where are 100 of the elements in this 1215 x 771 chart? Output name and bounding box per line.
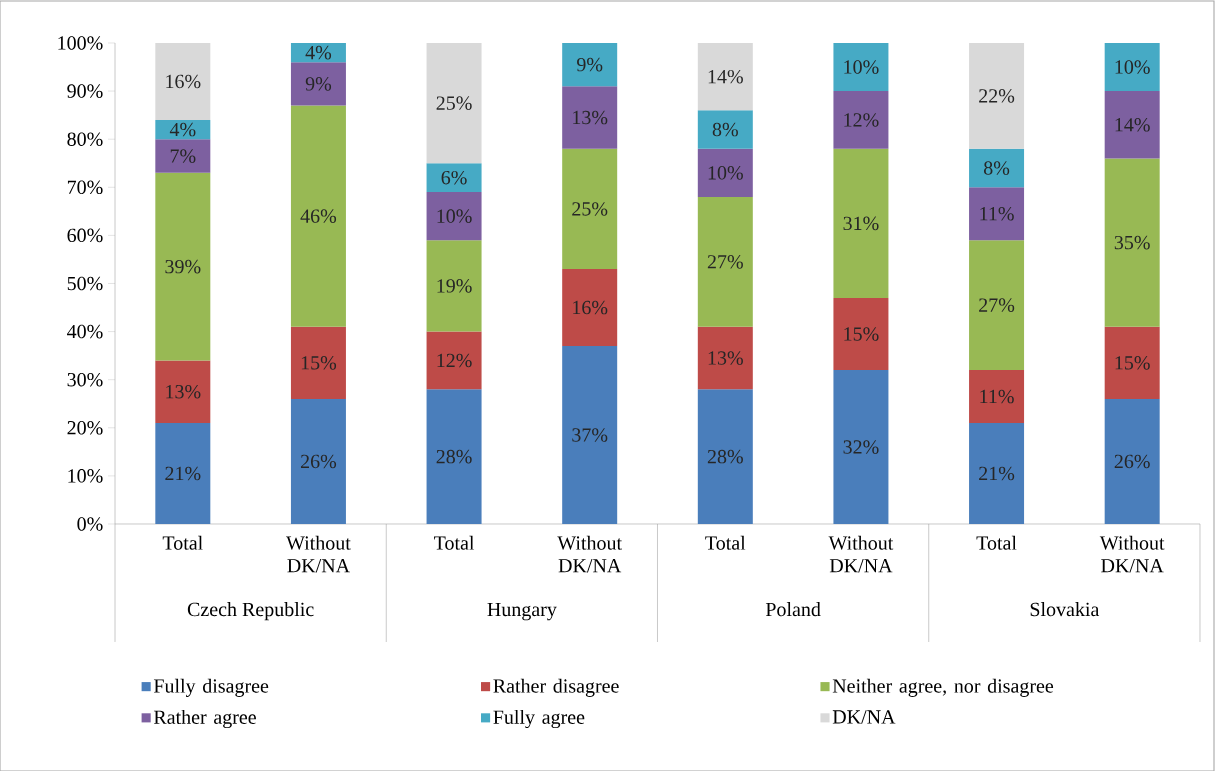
data-label: 15% — [1115, 356, 1150, 370]
bar — [697, 42, 753, 111]
bar — [969, 148, 1025, 188]
text: Hungary — [487, 602, 557, 621]
bar — [155, 42, 211, 120]
data-label: 21% — [979, 466, 1015, 481]
y-tick-label: 80% — [67, 132, 103, 146]
bar — [562, 42, 618, 87]
legend-label: Fully agree — [493, 709, 585, 729]
data-label: 27% — [707, 255, 743, 269]
bar — [1104, 398, 1160, 524]
data-label: 28% — [436, 449, 472, 464]
data-label: 32% — [843, 440, 879, 454]
legend-label: Rather disagree — [493, 678, 619, 697]
data-label: 4% — [305, 45, 332, 60]
text: Czech Republic — [187, 602, 314, 621]
bar — [969, 370, 1025, 423]
bar — [562, 269, 618, 347]
data-label: 11% — [980, 389, 1014, 404]
data-label: 13% — [708, 351, 743, 365]
data-label: 10% — [437, 209, 472, 223]
bar — [969, 42, 1025, 149]
data-label: 13% — [166, 384, 201, 399]
data-label: 35% — [1114, 235, 1150, 250]
data-label: 28% — [707, 449, 743, 464]
bar — [155, 360, 211, 423]
bar — [426, 389, 482, 524]
data-label: 15% — [301, 356, 337, 370]
bar — [290, 398, 346, 524]
data-label: 25% — [572, 202, 608, 216]
bar — [290, 326, 346, 399]
bar — [426, 163, 482, 193]
data-label: 39% — [165, 259, 201, 274]
bar — [290, 105, 346, 327]
data-label: 14% — [1115, 117, 1150, 132]
data-label: 14% — [708, 69, 743, 84]
data-label: 26% — [1114, 454, 1150, 469]
bar — [833, 91, 889, 149]
bar — [697, 326, 753, 390]
bar — [1104, 326, 1160, 399]
data-label: 15% — [844, 327, 879, 341]
bar — [562, 346, 618, 524]
text: Slovakia — [1030, 602, 1100, 617]
x-tick-label: Without DK/NA — [286, 535, 351, 573]
y-tick-label: 90% — [67, 84, 103, 98]
data-label: 16% — [166, 74, 201, 89]
bar — [833, 370, 889, 524]
text: Poland — [765, 602, 821, 617]
x-tick-label: Without DK/NA — [828, 535, 894, 573]
bar — [426, 192, 482, 241]
bar — [833, 42, 889, 92]
data-label: 8% — [983, 161, 1010, 175]
bar — [969, 187, 1025, 241]
data-label: 16% — [573, 300, 608, 315]
bar — [562, 86, 618, 149]
x-tick-label: Total — [434, 535, 475, 550]
data-label: 11% — [980, 206, 1014, 221]
bar — [290, 42, 346, 63]
data-label: 10% — [844, 60, 879, 74]
x-tick-label: Total — [705, 535, 746, 550]
y-tick-label: 50% — [67, 276, 103, 291]
bar — [697, 110, 753, 149]
y-tick-label: 100% — [58, 36, 103, 50]
data-label: 12% — [844, 113, 879, 127]
bar — [1104, 42, 1160, 92]
y-tick-label: 10% — [68, 469, 103, 483]
bar — [697, 389, 753, 524]
y-tick-label: 30% — [67, 372, 103, 387]
data-label: 10% — [1115, 60, 1150, 74]
legend-label: Rather agree — [153, 709, 256, 729]
bar — [969, 422, 1025, 524]
data-label: 9% — [577, 57, 603, 72]
legend-label: Neither agree, nor disagree — [832, 678, 1054, 697]
y-tick-label: 40% — [67, 324, 103, 339]
data-label: 4% — [169, 122, 196, 137]
legend-label: DK/NA — [832, 710, 896, 724]
bar — [833, 148, 889, 298]
data-label: 13% — [573, 110, 608, 125]
bar — [697, 196, 753, 327]
bar — [155, 172, 211, 361]
y-tick-label: 0% — [77, 517, 103, 531]
bar — [290, 62, 346, 106]
x-tick-label: Total — [976, 535, 1017, 550]
bar — [426, 42, 482, 164]
data-label: 9% — [305, 77, 332, 91]
data-label: 12% — [437, 353, 472, 368]
bar — [426, 331, 482, 390]
data-label: 10% — [708, 166, 743, 180]
x-tick-label: Without DK/NA — [557, 535, 622, 573]
y-tick-label: 70% — [67, 180, 103, 195]
bar — [155, 119, 211, 140]
data-label: 26% — [300, 454, 337, 469]
data-label: 31% — [843, 216, 879, 231]
data-label: 22% — [979, 89, 1015, 103]
bar — [697, 148, 753, 197]
bar — [833, 297, 889, 371]
data-label: 27% — [979, 298, 1015, 312]
bar — [562, 148, 618, 270]
data-label: 8% — [712, 122, 738, 137]
x-tick-label: Total — [162, 535, 203, 550]
